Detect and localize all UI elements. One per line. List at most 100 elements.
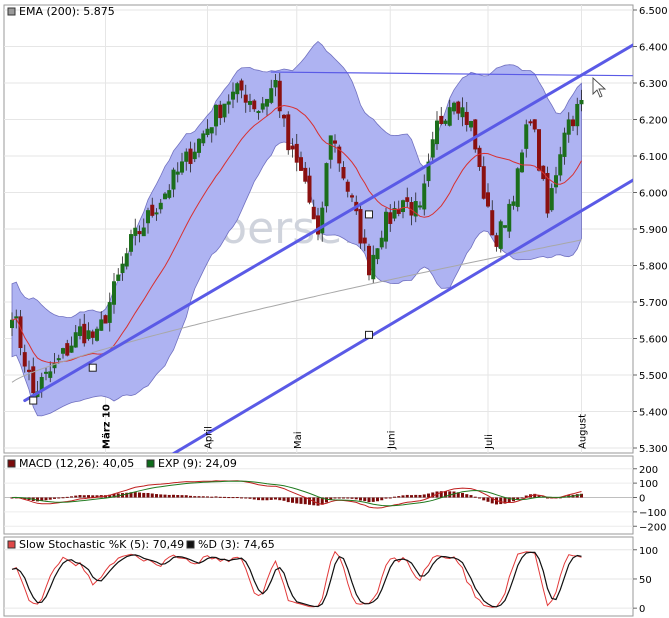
candle-body: [545, 173, 550, 214]
macd-bar: [427, 493, 430, 498]
macd-bar: [490, 497, 494, 504]
macd-bar: [473, 496, 477, 498]
macd-bar: [278, 497, 282, 501]
candle-body: [22, 352, 27, 367]
candle-body: [248, 100, 252, 105]
macd-bar: [240, 497, 243, 499]
candle-body: [328, 135, 333, 160]
candle-body: [311, 206, 316, 220]
candle-body: [362, 237, 367, 244]
candle-body: [316, 215, 320, 235]
candle-body: [133, 227, 138, 236]
macd-bar: [291, 497, 294, 503]
macd-bar: [333, 497, 337, 499]
candle-body: [511, 201, 516, 206]
trend-line: [270, 71, 633, 77]
candle-body: [477, 147, 482, 167]
candle-body: [554, 175, 558, 188]
candle-body: [209, 127, 214, 134]
candle-body: [537, 129, 541, 171]
candle-body: [56, 358, 61, 361]
candle-body: [252, 100, 257, 110]
macd-bar: [269, 497, 273, 500]
stochastic-k-line: [11, 550, 582, 608]
price-tick-label: 6.000: [639, 189, 668, 200]
macd-bar: [384, 497, 388, 499]
macd-bar: [444, 491, 447, 498]
price-tick-label: 5.700: [639, 298, 668, 309]
candle-body: [379, 237, 384, 248]
candle-body: [73, 332, 78, 348]
macd-bar: [91, 495, 95, 498]
price-tick-label: 6.200: [639, 116, 668, 127]
macd-bar: [129, 492, 133, 498]
macd-bar: [516, 497, 520, 500]
candle-body: [141, 227, 146, 237]
candle-body: [277, 80, 282, 112]
macd-bar: [231, 497, 235, 499]
candle-body: [571, 119, 575, 127]
macd-bar: [410, 495, 413, 498]
candle-body: [498, 221, 503, 249]
anchor-point: [88, 363, 97, 372]
macd-bar: [393, 496, 396, 498]
candle-body: [146, 210, 150, 224]
month-tick-label: März 10: [102, 404, 113, 449]
candle-body: [197, 138, 201, 153]
macd-bar: [320, 497, 324, 505]
candle-body: [575, 103, 580, 127]
candle-body: [65, 343, 70, 356]
candle-body: [481, 166, 486, 199]
macd-bar: [388, 497, 392, 499]
macd-bar: [159, 494, 163, 498]
macd-bar: [244, 497, 248, 499]
price-tick-label: 5.800: [639, 262, 668, 273]
macd-bar: [401, 495, 405, 498]
candle-body: [231, 91, 235, 100]
candle-body: [396, 208, 401, 214]
price-y-axis: 6.500 6.400 6.300 6.200 6.100 6.000 5.900 5.800…: [633, 6, 668, 455]
macd-bar: [74, 495, 78, 498]
candle-body: [341, 167, 346, 179]
macd-bar: [235, 497, 239, 499]
candle-body: [273, 80, 278, 88]
macd-bar: [448, 491, 452, 498]
signal-line: [12, 480, 582, 507]
macd-bar: [363, 497, 367, 502]
anchor-point: [365, 210, 373, 219]
candle-body: [90, 331, 95, 338]
candle-body: [473, 119, 478, 150]
macd-bar: [303, 497, 307, 505]
macd-bar: [503, 497, 507, 504]
macd-bar: [308, 497, 311, 505]
candle-body: [375, 248, 380, 260]
ema-legend-label: EMA (200): 5.875: [19, 5, 115, 18]
price-tick-label: 5.600: [639, 335, 668, 346]
candle-body: [447, 107, 452, 126]
macd-bar: [48, 497, 52, 500]
mouse-cursor-icon: [592, 76, 607, 98]
price-panel: Boerse.de EMA (200): 5.875 6.5006.4006.3…: [3, 4, 668, 455]
candle-body: [256, 111, 261, 114]
candle-body: [235, 83, 240, 95]
candle-body: [31, 366, 36, 394]
exp-legend-swatch: [146, 459, 155, 468]
macd-bar: [167, 494, 171, 498]
macd-bar: [367, 497, 371, 503]
candle-body: [350, 195, 354, 198]
candle-body: [137, 231, 142, 235]
macd-tick-label: 100: [639, 479, 658, 490]
candle-body: [307, 175, 312, 203]
candle-body: [99, 319, 104, 331]
candle-body: [150, 204, 155, 216]
candle-body: [10, 319, 14, 329]
candle-body: [532, 119, 537, 130]
candle-body: [371, 254, 376, 280]
macd-bar: [461, 492, 464, 498]
macd-bar: [524, 495, 528, 498]
candle-body: [82, 323, 87, 344]
candle-body: [430, 139, 435, 158]
macd-line: [11, 480, 582, 509]
macd-bar: [201, 496, 205, 498]
macd-bar: [108, 494, 112, 498]
